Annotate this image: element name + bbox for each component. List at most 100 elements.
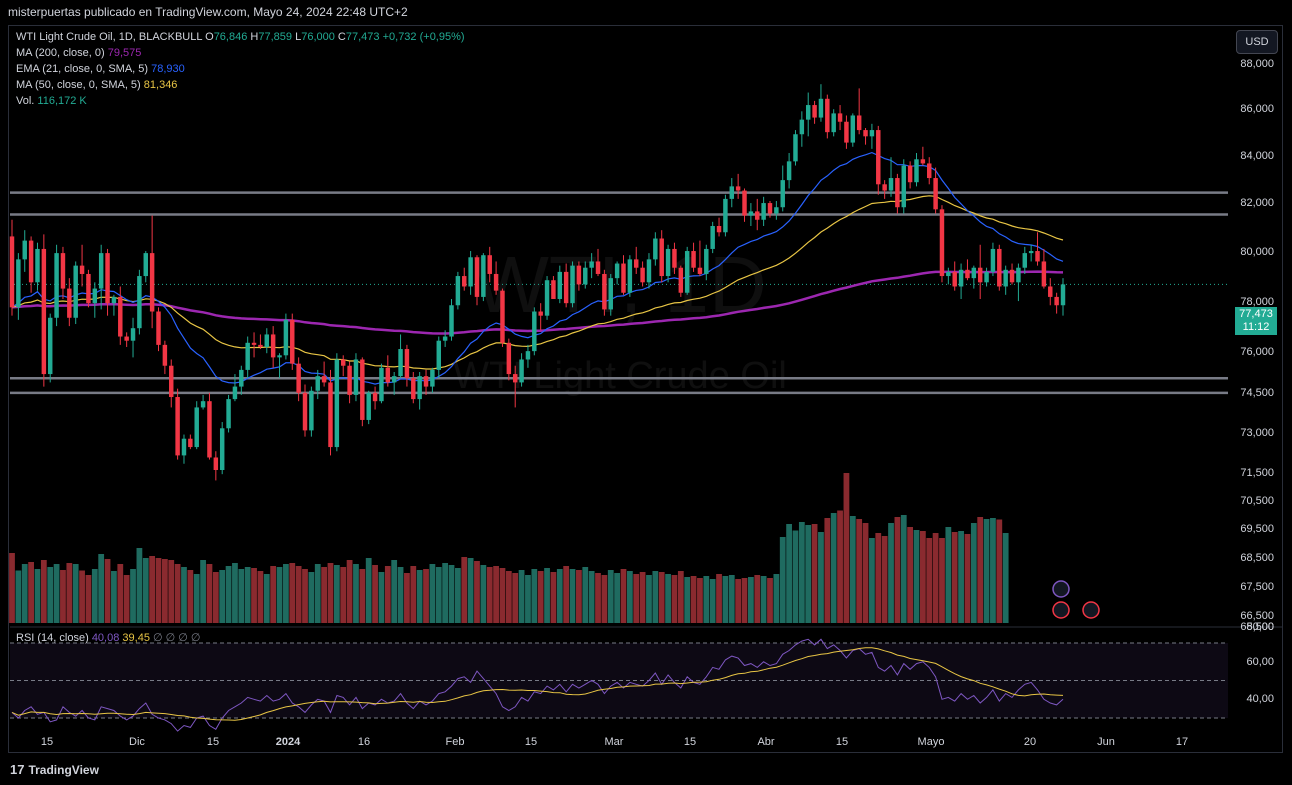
candle-body <box>277 355 282 358</box>
volume-bar <box>767 578 773 623</box>
volume-bar <box>786 524 792 623</box>
volume-bar <box>894 517 901 623</box>
volume-bar <box>990 518 996 623</box>
candle-body <box>340 359 346 366</box>
price-axis-tick: 69,500 <box>1240 523 1274 535</box>
price-axis-tick: 68,500 <box>1240 552 1274 564</box>
candle-body <box>137 276 142 329</box>
candle-body <box>704 248 709 274</box>
volume-bar <box>410 566 417 623</box>
volume-bar <box>531 569 538 623</box>
ma50-legend[interactable]: MA (50, close, 0, SMA, 5) 81,346 <box>16 79 178 91</box>
volume-bar <box>728 575 735 623</box>
volume-bar <box>225 566 232 623</box>
price-axis-tick: 80,000 <box>1240 246 1274 258</box>
axes: 88,000 86,000 84,000 82,000 80,000 78,000 76,0… <box>41 58 1274 748</box>
volume-bar <box>684 577 691 623</box>
candle-body <box>570 265 575 304</box>
volume-bar <box>467 558 474 623</box>
candle-body <box>723 198 728 233</box>
candle-body <box>143 253 148 277</box>
candle-body <box>493 273 499 291</box>
currency-button[interactable]: USD <box>1236 30 1278 54</box>
volume-bar <box>142 558 149 623</box>
ema21-legend[interactable]: EMA (21, close, 0, SMA, 5) 78,930 <box>16 63 185 75</box>
candle-body <box>28 240 34 283</box>
volume-bar <box>384 566 391 623</box>
candle-body <box>321 376 327 383</box>
candle-body <box>563 271 569 304</box>
time-axis-tick: Dic <box>129 736 145 748</box>
volume-bar <box>168 560 175 623</box>
candle-body <box>468 257 473 287</box>
volume-bar <box>888 523 894 623</box>
candle-body <box>417 376 422 400</box>
volume-bar <box>544 568 550 623</box>
ma200-legend[interactable]: MA (200, close, 0) 79,575 <box>16 47 142 59</box>
ma50-line <box>11 195 1064 370</box>
volume-bar <box>442 563 449 623</box>
candle-body <box>162 344 168 366</box>
volume-bar <box>862 523 869 623</box>
volume-bar <box>798 522 805 623</box>
rsi-pane: 80,00 60,00 40,00 <box>10 621 1283 732</box>
time-axis-tick: 15 <box>207 736 219 748</box>
volume-bar <box>117 564 124 623</box>
volume-bar <box>856 519 863 623</box>
volume-bars <box>9 473 1009 623</box>
rsi-line <box>11 638 1064 732</box>
volume-bar <box>996 519 1003 623</box>
candle-body <box>385 367 391 383</box>
volume-bar <box>633 574 640 623</box>
volume-bar <box>53 564 60 623</box>
candle-body <box>124 336 129 341</box>
change-value: +0,732 (+0,95%) <box>382 31 465 43</box>
candle-body <box>16 259 21 308</box>
volume-bar <box>238 569 245 623</box>
candle-body <box>1028 251 1034 254</box>
candle-body <box>92 288 98 304</box>
tradingview-logo-icon: 17 <box>10 762 25 777</box>
candle-body <box>525 351 531 360</box>
volume-bar <box>601 575 608 623</box>
tradingview-footer[interactable]: 17 TradingView <box>10 762 99 777</box>
candle-body <box>608 278 613 310</box>
volume-bar <box>340 567 347 623</box>
candle-body <box>1022 253 1028 268</box>
candle-body <box>60 253 66 289</box>
volume-legend[interactable]: Vol. 116,172 K <box>16 95 87 107</box>
candle-body <box>793 134 798 162</box>
publisher-header: misterpuertas publicado en TradingView.c… <box>8 5 408 19</box>
volume-bar <box>607 570 614 623</box>
volume-bar <box>212 572 219 623</box>
candle-body <box>169 365 174 398</box>
volume-bar <box>123 575 130 623</box>
candle-body <box>984 271 989 283</box>
candle-body <box>997 248 1002 287</box>
horizontal-levels[interactable] <box>10 191 1228 395</box>
candle-body <box>990 248 996 272</box>
volume-bar <box>512 573 519 623</box>
candle-body <box>831 113 836 133</box>
volume-bar <box>416 570 423 623</box>
candle-body <box>391 376 397 383</box>
candle-body <box>1016 267 1021 283</box>
candle-body <box>9 236 15 308</box>
ohlc-values: O76,846 H77,859 L76,000 C77,473 +0,732 (… <box>205 31 465 43</box>
volume-bar <box>104 559 111 623</box>
candle-body <box>672 248 677 268</box>
candle-body <box>86 273 91 304</box>
volume-bar <box>626 571 633 623</box>
symbol-name: WTI Light Crude Oil, 1D, BLACKBULL <box>16 31 203 43</box>
volume-bar <box>824 518 831 623</box>
volume-bar <box>741 578 748 623</box>
volume-bar <box>270 566 277 623</box>
candle-body <box>1048 286 1053 297</box>
candle-body <box>264 334 270 347</box>
rsi-legend[interactable]: RSI (14, close) 40,08 39,45 ∅ ∅ ∅ ∅ <box>16 632 201 644</box>
time-axis-tick: 15 <box>525 736 537 748</box>
volume-bar <box>919 531 926 623</box>
candle-body <box>175 397 180 456</box>
volume-bar <box>620 569 627 623</box>
